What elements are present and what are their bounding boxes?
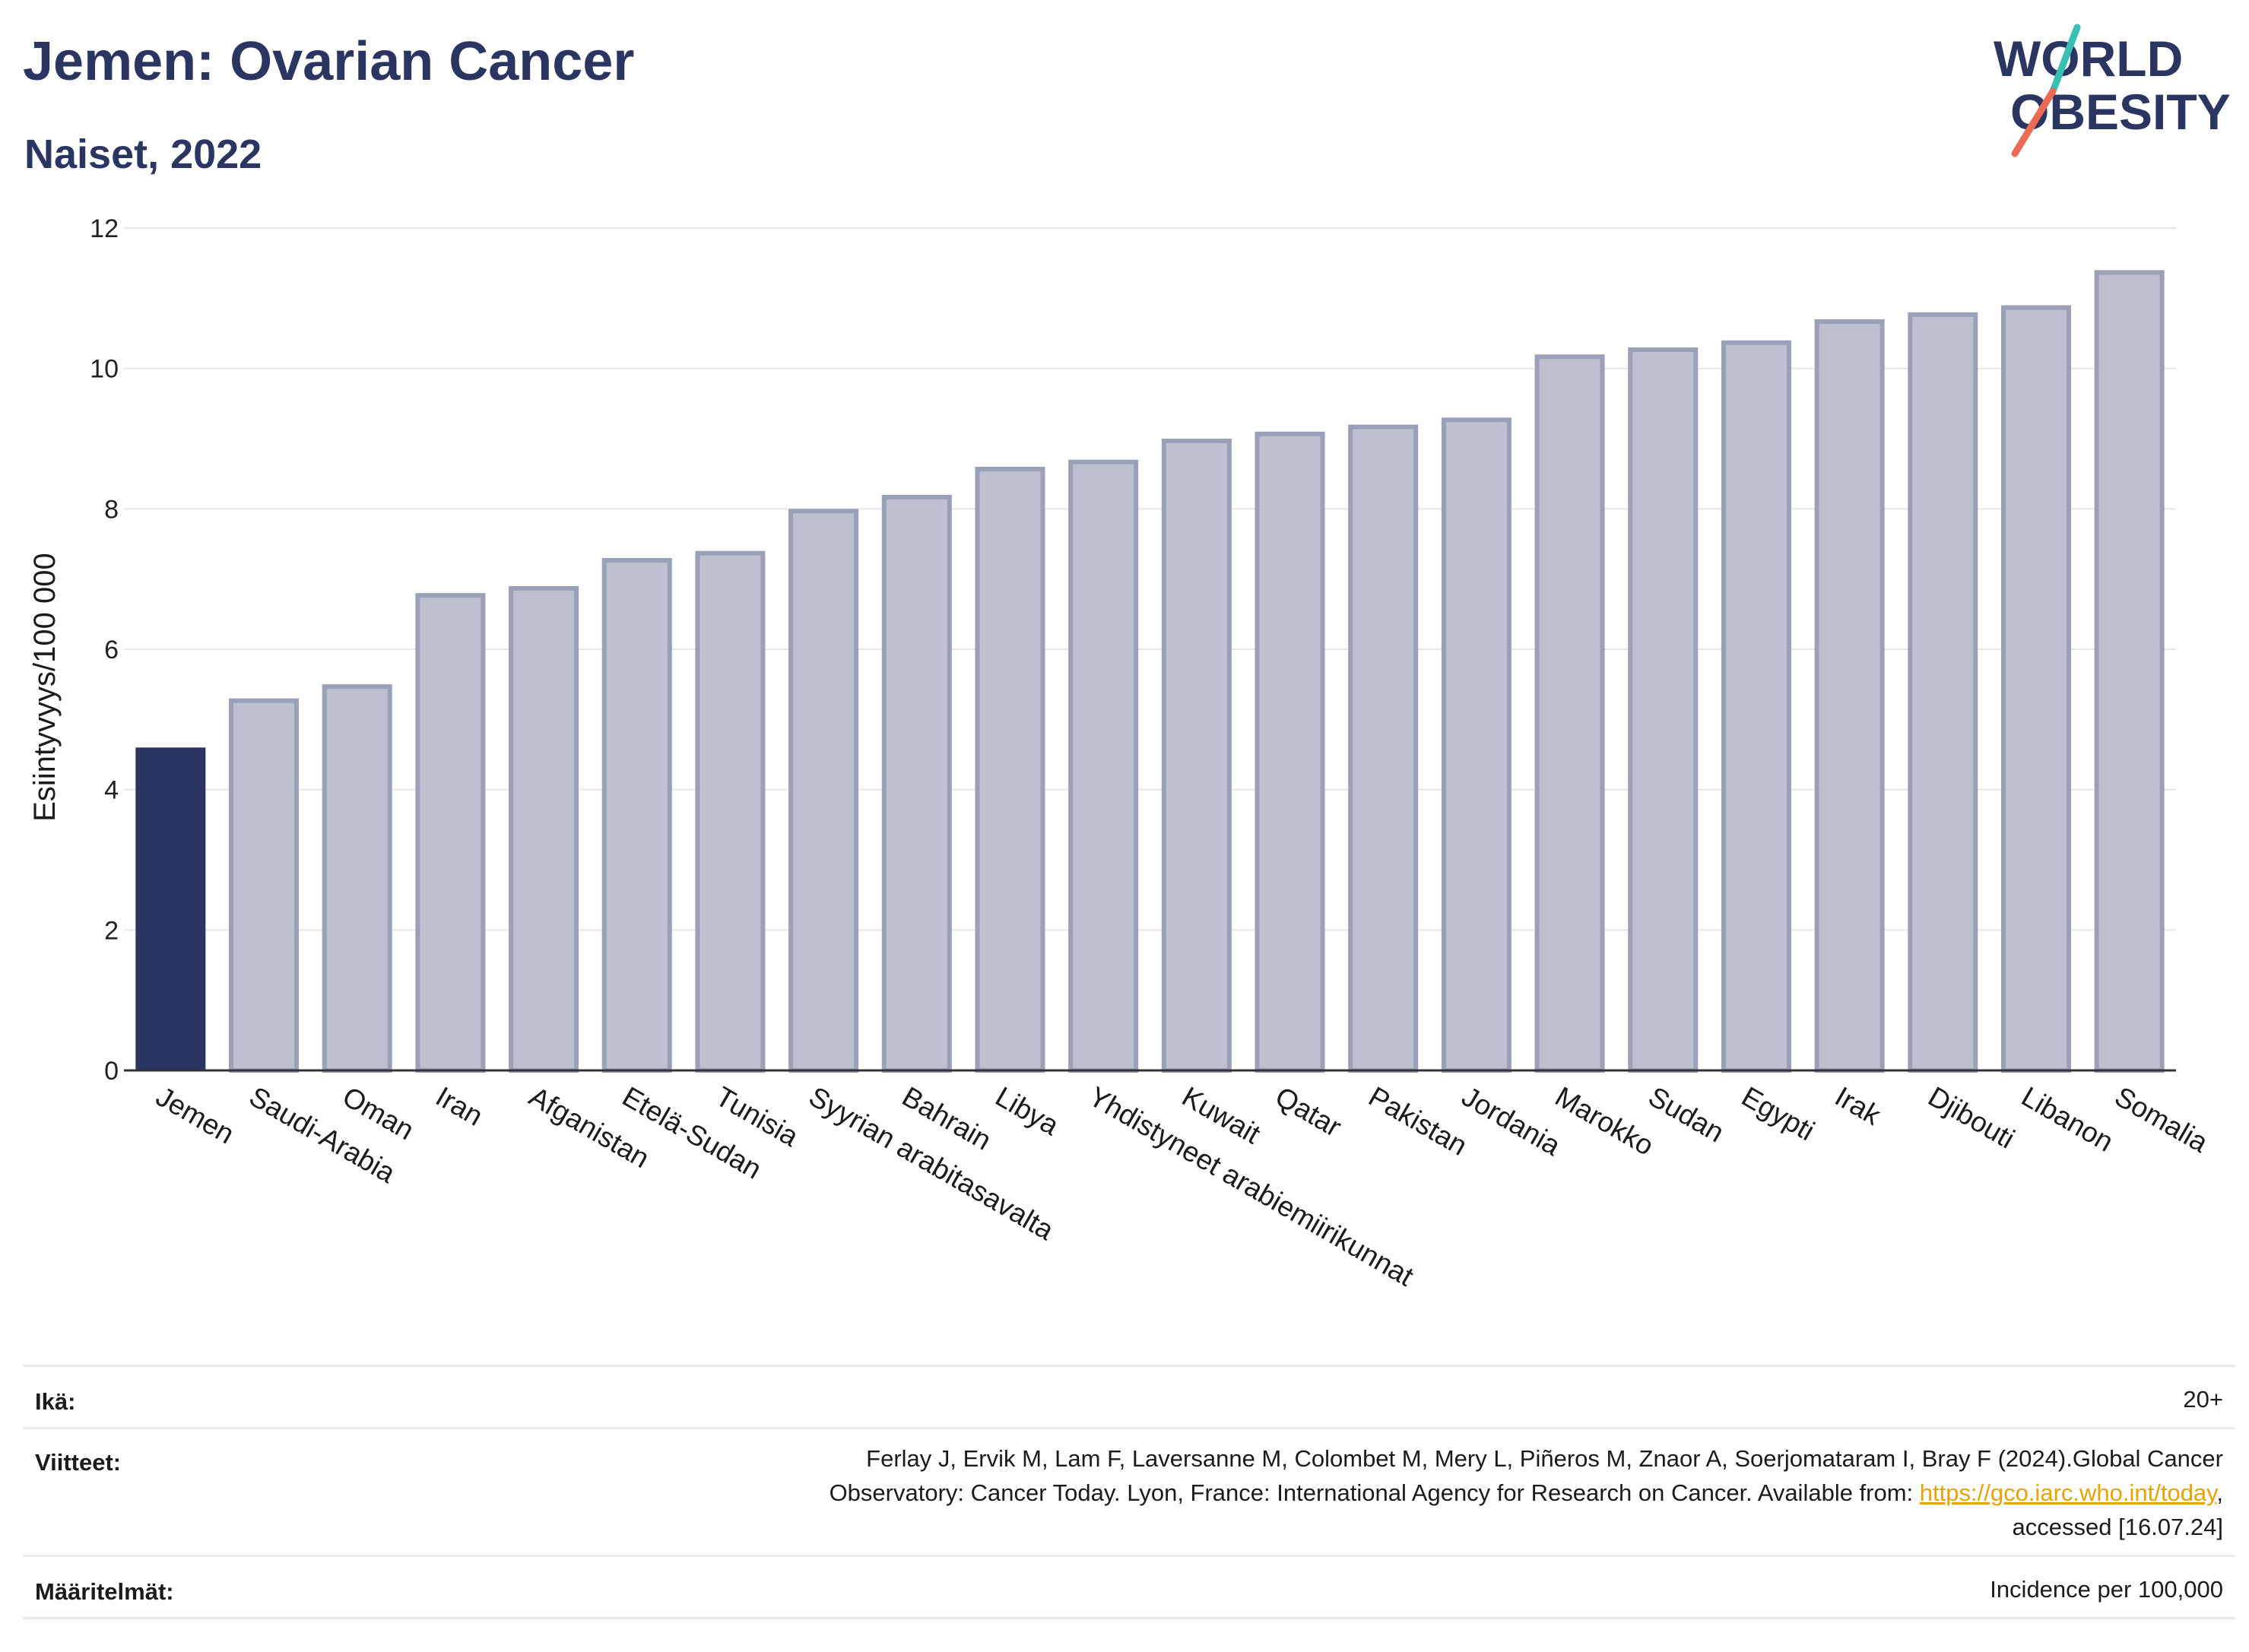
- y-tick-label: 4: [104, 776, 119, 805]
- x-tick-label: Yhdistyneet arabiemiirikunnat: [1083, 1080, 1419, 1292]
- info-row-references: Viitteet: Ferlay J, Ervik M, Lam F, Lave…: [23, 1427, 2235, 1557]
- logo-slash-teal: [2049, 24, 2081, 95]
- age-value: 20+: [2183, 1386, 2223, 1413]
- bar: [1721, 340, 1791, 1073]
- bar: [695, 550, 766, 1073]
- logo-slash-coral: [2011, 87, 2057, 157]
- info-row-age: Ikä: 20+: [23, 1365, 2235, 1429]
- definitions-label: Määritelmät:: [35, 1578, 174, 1605]
- bar: [2094, 270, 2165, 1073]
- bar: [881, 494, 952, 1073]
- y-tick-label: 8: [104, 495, 119, 524]
- references-line-2-text: Observatory: Cancer Today. Lyon, France:…: [829, 1479, 1920, 1506]
- references-line-2: Observatory: Cancer Today. Lyon, France:…: [829, 1476, 2223, 1510]
- bar: [1908, 312, 1978, 1073]
- y-axis-label: Esiintyvyys/100 000: [28, 553, 62, 822]
- x-tick-label: Libya: [990, 1080, 1064, 1141]
- bar: [1814, 319, 1885, 1073]
- logo-word-1: WORLD: [1994, 30, 2183, 87]
- x-tick-label: Djibouti: [1923, 1080, 2019, 1154]
- x-tick-label: Iran: [430, 1080, 488, 1131]
- world-obesity-logo: WORLD OBESITY: [1994, 24, 2231, 157]
- bar: [509, 585, 579, 1073]
- references-label: Viitteet:: [35, 1449, 122, 1476]
- y-tick-label: 0: [104, 1057, 119, 1086]
- references-line-1: Ferlay J, Ervik M, Lam F, Laversanne M, …: [866, 1445, 2223, 1472]
- age-label: Ikä:: [35, 1388, 76, 1415]
- x-tick-label: Jordania: [1457, 1080, 1566, 1162]
- bar: [229, 698, 300, 1073]
- y-tick-label: 12: [90, 214, 119, 243]
- bar: [788, 509, 859, 1073]
- info-table-bottom-border: [23, 1617, 2235, 1619]
- info-row-definitions: Määritelmät: Incidence per 100,000: [23, 1555, 2235, 1619]
- y-tick-label: 2: [104, 916, 119, 945]
- x-tick-label: Pakistan: [1363, 1080, 1472, 1161]
- x-tick-label: Jemen: [151, 1080, 239, 1149]
- references-line-2-end: ,: [2216, 1479, 2223, 1506]
- bar: [1161, 439, 1232, 1073]
- bar: [1348, 424, 1419, 1073]
- logo-word-2: OBESITY: [2010, 84, 2231, 140]
- x-tick-label: Libanon: [2016, 1080, 2119, 1157]
- chart-subtitle: Naiset, 2022: [24, 132, 262, 177]
- references-link[interactable]: https://gco.iarc.who.int/today: [1919, 1479, 2217, 1506]
- definitions-value: Incidence per 100,000: [1990, 1576, 2223, 1603]
- x-tick-label: Somalia: [2110, 1080, 2214, 1159]
- bar: [1068, 459, 1139, 1073]
- bars: [135, 270, 2165, 1073]
- chart-title: Jemen: Ovarian Cancer: [23, 31, 635, 92]
- x-tick-label: Marokko: [1550, 1080, 1659, 1161]
- bar: [975, 466, 1045, 1073]
- references-value: Ferlay J, Ervik M, Lam F, Laversanne M, …: [829, 1441, 2223, 1544]
- bar: [2000, 305, 2071, 1073]
- bar: [1534, 354, 1605, 1073]
- y-tick-label: 6: [104, 636, 119, 664]
- bar: [322, 684, 392, 1073]
- x-tick-label: Qatar: [1270, 1080, 1347, 1143]
- bar: [1441, 417, 1511, 1073]
- references-line-3: accessed [16.07.24]: [2012, 1514, 2223, 1540]
- y-tick-label: 10: [90, 355, 119, 384]
- bar: [1255, 431, 1325, 1073]
- x-tick-label: Irak: [1830, 1080, 1886, 1131]
- bar: [415, 593, 486, 1073]
- bar: [135, 747, 206, 1070]
- x-tick-label: Egypti: [1737, 1080, 1820, 1146]
- bar: [1628, 347, 1699, 1073]
- y-tick-labels: 0 2 4 6 8 10 12: [90, 214, 119, 1086]
- bar: [601, 557, 672, 1073]
